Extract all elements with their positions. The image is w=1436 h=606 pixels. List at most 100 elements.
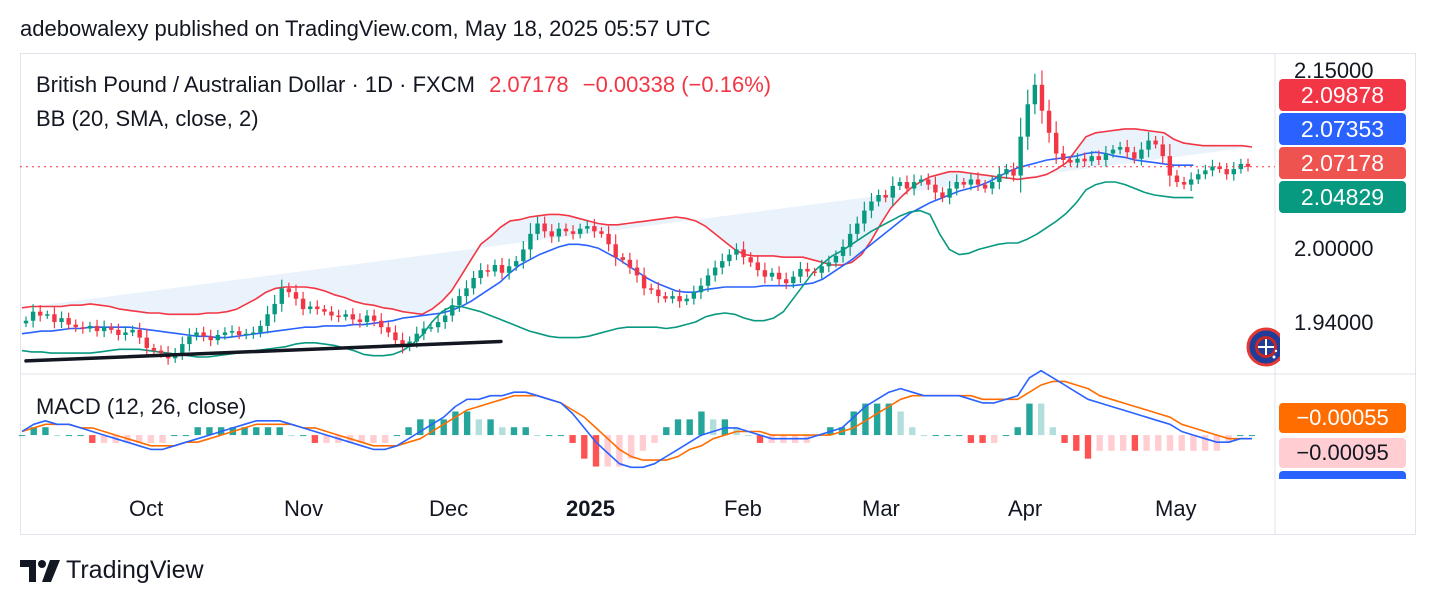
candle-body (137, 329, 142, 338)
last-price-tag: 2.07178 (1279, 147, 1406, 179)
macd-histogram-bar (499, 427, 506, 436)
candle-body (1160, 144, 1165, 157)
macd-histogram-bar (1014, 427, 1021, 436)
symbol-legend: British Pound / Australian Dollar · 1D ·… (36, 72, 771, 98)
footer: TradingView (20, 556, 204, 585)
price-change: −0.00338 (−0.16%) (582, 72, 772, 97)
time-label-dec: Dec (429, 496, 469, 521)
macd-histogram-bar (463, 411, 471, 436)
candle-body (1203, 170, 1208, 175)
candle-body (990, 182, 995, 189)
candle-body (251, 332, 256, 334)
candle-body (414, 333, 419, 342)
macd-histogram-bar (698, 411, 705, 436)
bb-legend[interactable]: BB (20, SMA, close, 2) (36, 106, 259, 131)
candle-body (393, 332, 398, 341)
candle-body (52, 314, 57, 323)
candle-body (130, 329, 135, 333)
macd-histogram-bar (686, 419, 693, 436)
tradingview-brand[interactable]: TradingView (66, 556, 204, 584)
macd-histogram-bar (1166, 435, 1174, 451)
time-label-oct: Oct (129, 496, 164, 521)
macd-histogram-bar (276, 427, 283, 436)
macd-histogram-bar (1061, 435, 1068, 443)
candle-body (1238, 163, 1244, 170)
candle-body (144, 337, 149, 348)
candle-body (379, 320, 384, 328)
candle-body (649, 288, 654, 290)
macd-histogram-bar (1178, 435, 1185, 451)
candle-body (158, 350, 164, 354)
candle-body (265, 314, 270, 326)
macd-histogram-bar (264, 427, 272, 436)
macd-histogram-bar (522, 427, 529, 436)
candle-body (45, 314, 50, 316)
candle-body (727, 254, 732, 262)
macd-histogram-bar (475, 419, 483, 436)
bb-lower-line (21, 181, 1194, 358)
macd-histogram-bar (135, 435, 143, 443)
macd-histogram-bar (393, 435, 401, 437)
candle-body (997, 174, 1002, 183)
candle-body (641, 275, 647, 289)
macd-histogram-bar (991, 435, 998, 443)
candle-body (613, 244, 618, 258)
candle-body (1061, 153, 1066, 160)
signal-value-tag: −0.00055 (1279, 403, 1406, 433)
macd-histogram-bar (147, 435, 155, 443)
candle-body (968, 179, 974, 185)
macd-histogram-bar (663, 427, 670, 436)
macd-value-tag-clipped (1279, 471, 1406, 479)
candle-body (116, 329, 121, 335)
macd-histogram-bar (182, 435, 190, 437)
macd-legend[interactable]: MACD (12, 26, close) (36, 394, 247, 419)
candle-body (798, 268, 803, 277)
symbol-name[interactable]: British Pound / Australian Dollar · 1D ·… (36, 72, 475, 97)
macd-histogram-bar (1248, 435, 1256, 437)
macd-histogram-bar (534, 435, 541, 437)
candle-body (1053, 132, 1059, 154)
candle-body (947, 188, 952, 198)
candle-body (485, 270, 491, 272)
macd-signal-line (21, 380, 1252, 461)
last-price: 2.07178 (489, 72, 569, 97)
macd-histogram-bar (452, 411, 459, 436)
macd-histogram-bar (1201, 435, 1209, 451)
time-label-2025: 2025 (566, 496, 615, 521)
candle-body (151, 347, 157, 351)
candle-body (791, 276, 796, 284)
chart-frame[interactable] (20, 53, 1416, 535)
candle-body (1075, 158, 1080, 163)
tradingview-logo-icon[interactable] (20, 559, 60, 582)
macd-histogram-bar (967, 435, 975, 443)
candle-body (350, 314, 356, 320)
candle-body (293, 292, 299, 299)
candle-body (563, 228, 569, 232)
candle-body (940, 192, 945, 198)
candle-body (1146, 140, 1151, 150)
candle-body (663, 296, 668, 299)
macd-histogram-bar (194, 427, 201, 436)
candle-body (577, 228, 583, 234)
candle-body (897, 182, 903, 186)
macd-histogram-bar (77, 435, 84, 437)
macd-histogram-bar (1155, 435, 1162, 451)
macd-histogram-bar (616, 435, 623, 467)
candle-body (620, 257, 625, 260)
support-trendline (24, 339, 503, 363)
macd-histogram-bar (65, 435, 73, 437)
candle-body (1188, 179, 1194, 185)
macd-histogram-bar (381, 435, 389, 443)
candle-body (329, 311, 334, 316)
candle-body (570, 231, 576, 234)
candle-body (521, 249, 526, 262)
macd-histogram-bar (955, 435, 963, 437)
candle-body (279, 288, 284, 304)
time-label-apr: Apr (1008, 496, 1043, 521)
candle-body (776, 272, 782, 280)
candle-body (442, 315, 448, 323)
candle-body (592, 226, 597, 232)
candle-body (712, 267, 718, 276)
candle-body (514, 261, 519, 267)
